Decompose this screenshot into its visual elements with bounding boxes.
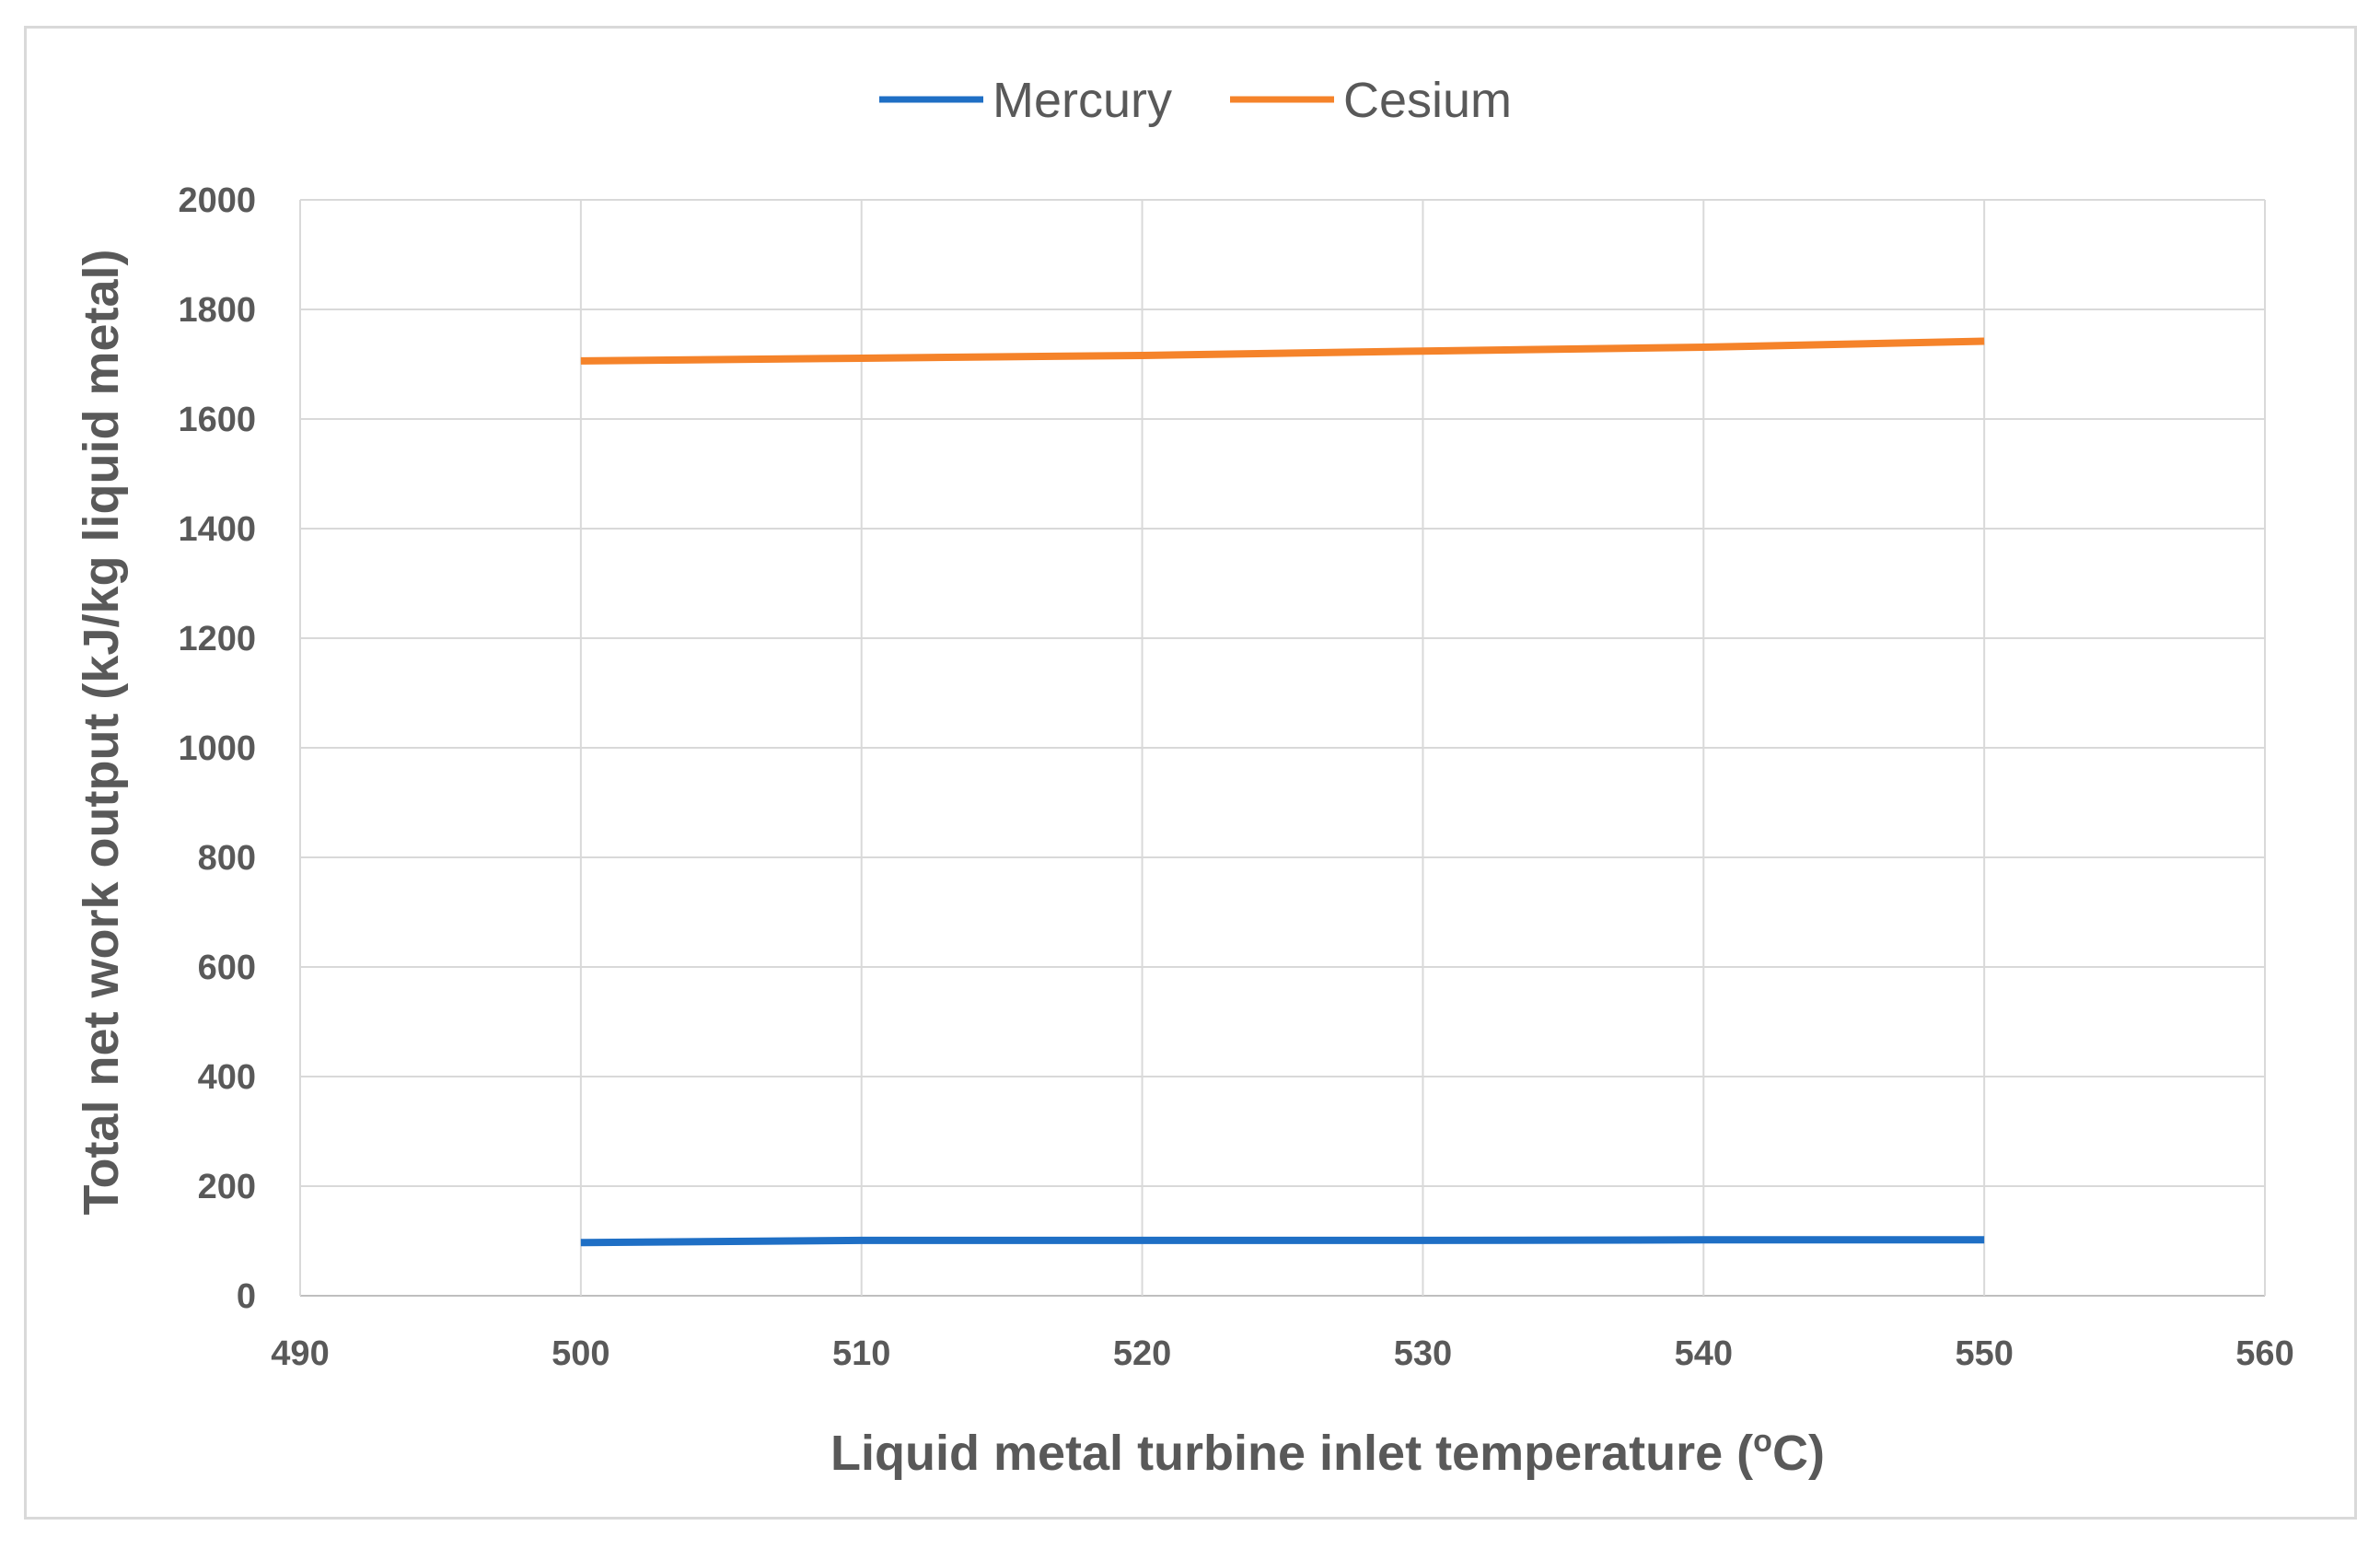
- legend: Mercury Cesium: [879, 73, 1512, 128]
- legend-label-cesium: Cesium: [1343, 73, 1512, 128]
- chart-frame: [24, 26, 2357, 1520]
- series-line-cesium: [580, 337, 1985, 365]
- x-tick-label: 510: [832, 1334, 890, 1373]
- x-axis-title-superscript: o: [1753, 1424, 1772, 1459]
- x-tick-label: 500: [551, 1334, 610, 1373]
- y-tick-label: 1800: [178, 291, 256, 330]
- x-axis-title-main: Liquid metal turbine inlet temperature (: [830, 1426, 1753, 1481]
- x-axis-title: Liquid metal turbine inlet temperature (…: [830, 1424, 1825, 1481]
- y-tick-label: 800: [198, 839, 256, 878]
- y-tick-label: 1600: [178, 401, 256, 439]
- y-tick-label: 400: [198, 1058, 256, 1097]
- gridlines: [299, 199, 2266, 1297]
- y-axis-title: Total net work output (kJ/kg liquid meta…: [74, 249, 129, 1215]
- x-tick-label: 540: [1675, 1334, 1733, 1373]
- y-tick-label: 2000: [178, 181, 256, 220]
- x-tick-label: 550: [1955, 1334, 2013, 1373]
- x-tick-label: 520: [1113, 1334, 1171, 1373]
- series-line-mercury: [580, 1236, 1985, 1247]
- x-tick-label: 490: [271, 1334, 329, 1373]
- x-tick-label: 560: [2235, 1334, 2293, 1373]
- y-tick-label: 200: [198, 1168, 256, 1206]
- y-tick-label: 0: [237, 1277, 256, 1316]
- y-tick-label: 1200: [178, 620, 256, 658]
- y-tick-label: 1000: [178, 729, 256, 768]
- series-lines: [580, 337, 1985, 1247]
- legend-label-mercury: Mercury: [993, 73, 1172, 128]
- x-axis-title-end: C): [1772, 1426, 1825, 1481]
- x-axis-tick-labels: 490 500 510 520 530 540 550 560: [271, 1334, 2293, 1373]
- y-axis-tick-labels: 0 200 400 600 800 1000 1200 1400 1600 1800 2000: [178, 181, 256, 1316]
- y-tick-label: 1400: [178, 510, 256, 549]
- x-tick-label: 530: [1394, 1334, 1452, 1373]
- y-tick-label: 600: [198, 949, 256, 987]
